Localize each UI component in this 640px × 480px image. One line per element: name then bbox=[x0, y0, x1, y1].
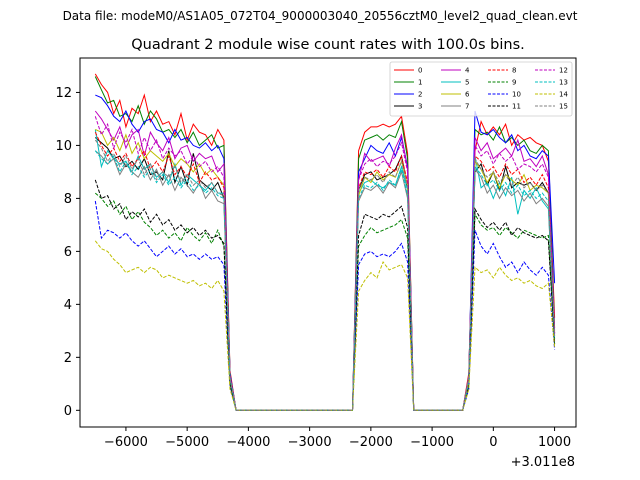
x-tick-label: −5000 bbox=[165, 435, 209, 450]
x-tick-label: −3000 bbox=[288, 435, 332, 450]
chart-suptitle: Data file: modeM0/AS1A05_072T04_90000030… bbox=[63, 9, 578, 23]
x-tick-label: −1000 bbox=[410, 435, 454, 450]
series-line-12 bbox=[94, 116, 556, 411]
y-tick-label: 0 bbox=[64, 404, 72, 419]
legend-label-6: 6 bbox=[465, 91, 470, 99]
legend-label-5: 5 bbox=[465, 79, 469, 87]
y-tick-label: 10 bbox=[55, 139, 72, 154]
legend-label-9: 9 bbox=[512, 79, 516, 87]
series-line-15 bbox=[94, 139, 556, 411]
legend-label-7: 7 bbox=[465, 103, 469, 111]
legend-label-0: 0 bbox=[418, 67, 422, 75]
legend-label-10: 10 bbox=[512, 91, 521, 99]
series-line-10 bbox=[94, 200, 556, 411]
y-tick-label: 4 bbox=[64, 298, 72, 313]
legend-box bbox=[389, 61, 573, 117]
series-line-7 bbox=[94, 150, 556, 411]
x-tick-label: −4000 bbox=[226, 435, 270, 450]
y-tick-label: 6 bbox=[64, 245, 72, 260]
legend-label-15: 15 bbox=[559, 103, 568, 111]
ticks: −6000 −5000 −4000 −3000 −2000 −1000 0 1000 0 2 4 6 8… bbox=[55, 86, 571, 450]
series-line-1 bbox=[94, 76, 556, 411]
x-tick-label: 0 bbox=[489, 435, 497, 450]
y-tick-label: 12 bbox=[55, 86, 72, 101]
series-line-14 bbox=[94, 240, 556, 411]
legend-label-11: 11 bbox=[512, 103, 521, 111]
legend-label-1: 1 bbox=[418, 79, 422, 87]
y-tick-label: 2 bbox=[64, 351, 72, 366]
legend-label-13: 13 bbox=[559, 79, 568, 87]
x-tick-label: −6000 bbox=[104, 435, 148, 450]
legend-label-3: 3 bbox=[418, 103, 422, 111]
x-offset-text: +3.011e8 bbox=[511, 455, 575, 470]
legend-label-2: 2 bbox=[418, 91, 422, 99]
series-line-11 bbox=[94, 179, 556, 411]
legend-label-4: 4 bbox=[465, 67, 470, 75]
x-tick-label: 1000 bbox=[538, 435, 571, 450]
series-lines bbox=[94, 73, 556, 411]
axes-frame bbox=[79, 57, 577, 428]
x-tick-label: −2000 bbox=[349, 435, 393, 450]
legend-label-12: 12 bbox=[559, 67, 568, 75]
series-line-9 bbox=[94, 192, 556, 411]
legend-label-14: 14 bbox=[559, 91, 568, 99]
y-tick-label: 8 bbox=[64, 192, 72, 207]
legend-label-8: 8 bbox=[512, 67, 516, 75]
series-line-0 bbox=[94, 73, 556, 411]
axes bbox=[79, 57, 577, 428]
chart-title: Quadrant 2 module wise count rates with … bbox=[131, 37, 525, 53]
